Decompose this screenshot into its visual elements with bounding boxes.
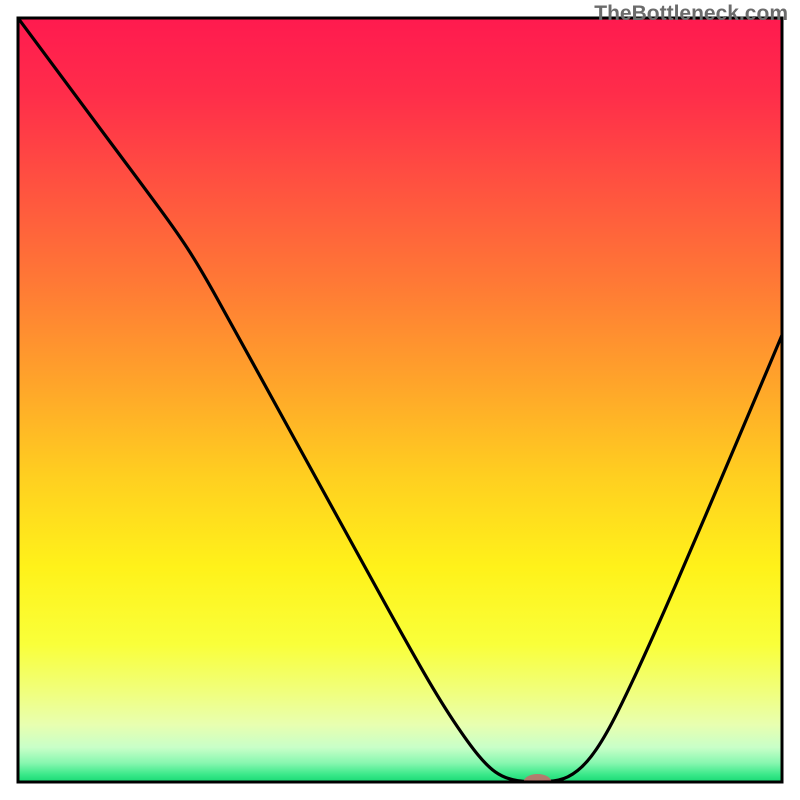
watermark-text: TheBottleneck.com: [594, 2, 788, 26]
chart-container: TheBottleneck.com: [0, 0, 800, 800]
chart-svg: [0, 0, 800, 800]
gradient-background: [18, 18, 782, 782]
